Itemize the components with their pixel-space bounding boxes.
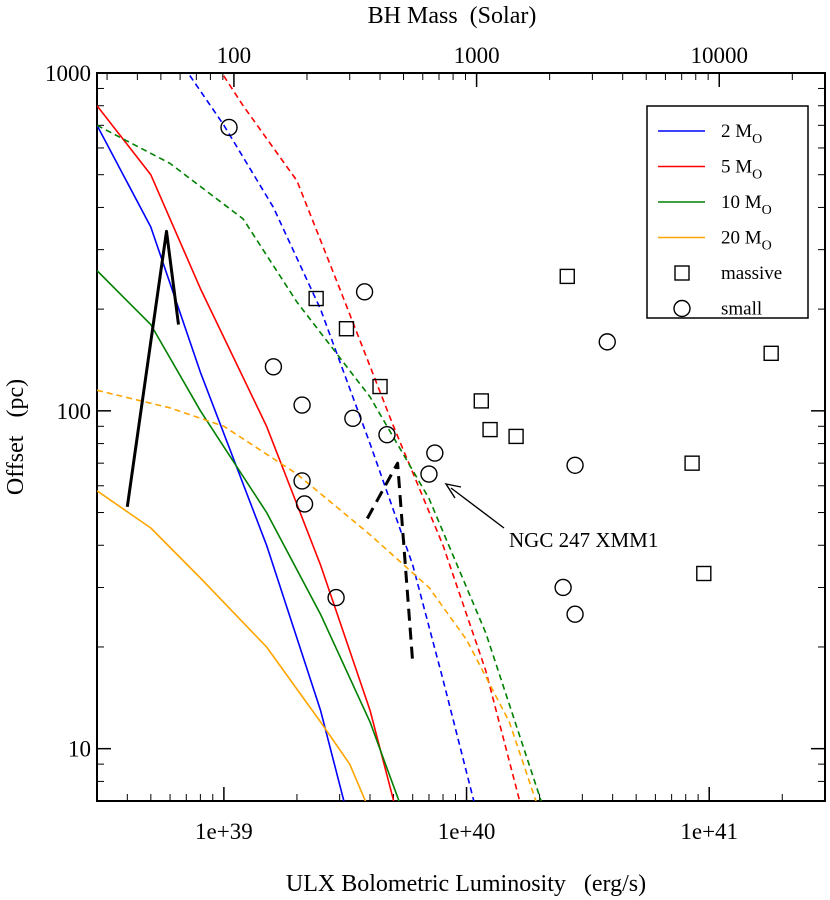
legend-square-swatch (674, 265, 690, 281)
massive-marker (338, 321, 355, 337)
series-line (97, 389, 537, 801)
x-axis-title: ULX Bolometric Luminosity (erg/s) (286, 871, 646, 897)
massive-marker (763, 345, 779, 362)
top-tick-label: 10000 (691, 43, 749, 68)
massive-marker (684, 455, 700, 471)
annotation-arrowhead (444, 482, 462, 499)
annotation-text: NGC 247 XMM1 (509, 528, 658, 552)
small-marker (295, 495, 314, 513)
legend-label: 2 MO (721, 121, 762, 147)
top-tick-label: 1000 (454, 43, 500, 68)
data-markers (220, 118, 779, 623)
small-marker (420, 465, 438, 483)
small-marker (327, 588, 345, 607)
top-axis-title: BH Mass (Solar) (368, 3, 537, 29)
series-line (365, 461, 415, 663)
annotation-arrow-line (450, 487, 505, 529)
plot-frame (96, 72, 826, 802)
small-marker (264, 358, 283, 376)
series-line (97, 124, 345, 801)
massive-marker (482, 421, 498, 438)
legend-label: small (721, 299, 762, 320)
top-tick-label: 100 (217, 43, 252, 68)
small-marker (598, 333, 616, 351)
x-tick-label: 1e+39 (195, 819, 253, 844)
series-line (187, 73, 475, 801)
massive-marker (372, 378, 388, 395)
legend-label: 5 MO (721, 157, 762, 183)
legend-label: 10 MO (721, 192, 772, 218)
y-tick-label: 1000 (45, 61, 91, 86)
massive-marker (473, 393, 489, 409)
small-marker (293, 396, 311, 414)
x-tick-label: 1e+40 (438, 819, 496, 844)
y-tick-label: 100 (57, 399, 92, 424)
massive-marker (696, 565, 712, 582)
small-marker (344, 409, 362, 428)
series-line (125, 229, 180, 508)
y-tick-label: 10 (68, 737, 91, 762)
small-marker (293, 472, 311, 490)
legend-label: massive (721, 263, 782, 284)
small-marker (566, 605, 584, 623)
legend-label: 20 MO (721, 228, 772, 254)
small-marker (566, 456, 584, 474)
massive-marker (508, 428, 524, 445)
series-line (97, 490, 367, 801)
massive-marker (308, 290, 324, 307)
small-marker (554, 578, 572, 597)
y-axis-title: Offset (pc) (3, 379, 29, 495)
x-tick-label: 1e+41 (680, 819, 738, 844)
legend-circle-swatch (673, 299, 691, 318)
small-marker (426, 444, 444, 462)
series-line (97, 270, 400, 801)
small-marker (378, 425, 396, 444)
model-curves (97, 73, 542, 801)
legend-box (646, 105, 809, 319)
legend: 2 MO 5 MO 10 MO 20 MO massive small (646, 105, 809, 320)
series-line (97, 105, 395, 801)
axis-ticks: 1e+39 1e+40 1e+41 10 100 1000 100 1000 10000 (45, 43, 826, 844)
massive-marker (559, 268, 575, 285)
series-line (97, 124, 542, 801)
small-marker (355, 283, 374, 301)
small-marker (220, 118, 238, 137)
series-line (220, 73, 521, 801)
annotation: NGC 247 XMM1 (444, 482, 658, 552)
